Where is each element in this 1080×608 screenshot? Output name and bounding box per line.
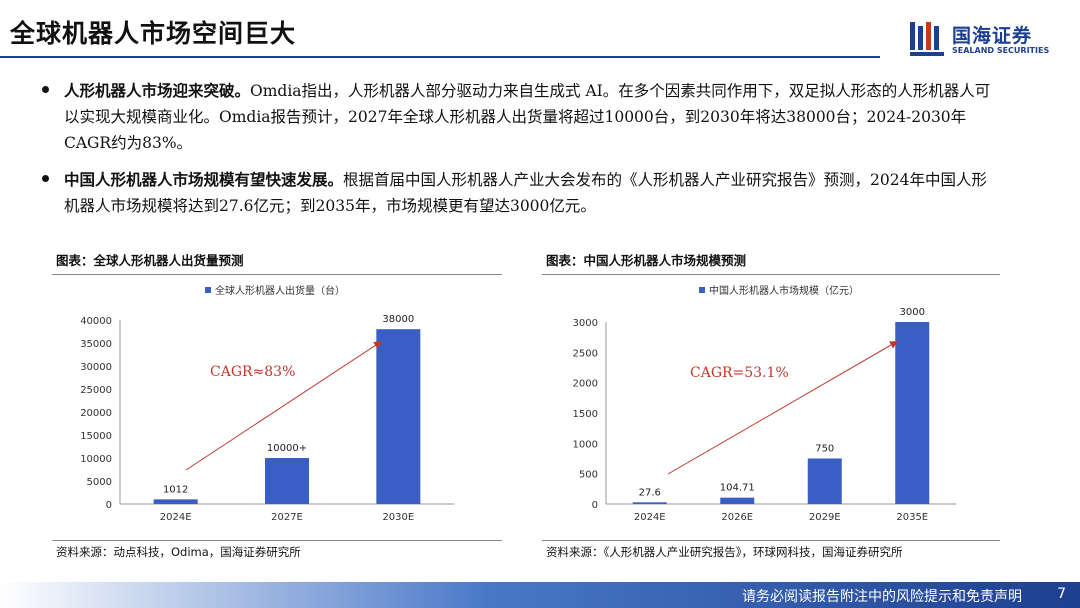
footer-disclaimer: 请务必阅读报告附注中的风险提示和免责声明 (742, 589, 1022, 605)
x-tick-label: 2026E (721, 512, 753, 523)
data-label: 27.6 (639, 487, 661, 498)
bullet-dot-icon (42, 175, 49, 182)
chart-title: 图表：中国人形机器人市场规模预测 (546, 253, 747, 268)
y-tick-label: 40000 (80, 316, 112, 327)
bar (632, 502, 667, 504)
data-label: 750 (815, 444, 834, 455)
chart-panel-china: 图表：中国人形机器人市场规模预测 中国人形机器人市场规模（亿元） 0 500 1000… (542, 244, 1000, 568)
cagr-arrow-line (185, 340, 383, 471)
bullet-dot-icon (42, 86, 49, 93)
cagr-annotation: CAGR≈83% (210, 364, 295, 380)
y-tick-label: 30000 (80, 362, 112, 373)
x-tick-label: 2035E (896, 512, 928, 523)
chart-source: 资料来源：动点科技，Odima，国海证券研究所 (56, 545, 301, 559)
bullet-item: 中国人形机器人市场规模有望快速发展。根据首届中国人形机器人产业大会发布的《人形机… (40, 167, 1000, 219)
logo-cn-text: 国海证券 (952, 25, 1033, 47)
chart-source: 资料来源：《人形机器人产业研究报告》，环球网科技，国海证券研究所 (546, 545, 903, 559)
y-tick-label: 2000 (573, 379, 598, 390)
y-tick-label: 0 (106, 500, 112, 511)
legend-swatch (205, 287, 211, 293)
x-tick-label: 2027E (271, 512, 303, 523)
x-tick-label: 2024E (634, 512, 666, 523)
china-market-chart: 中国人形机器人市场规模（亿元） 0 500 1000 1500 2000 2500 3000 2… (573, 284, 956, 523)
legend-label: 全球人形机器人出货量（台） (215, 284, 345, 297)
x-tick-label: 2030E (382, 512, 414, 523)
panel-divider (52, 540, 502, 541)
bar (895, 322, 930, 504)
y-tick-label: 3000 (573, 318, 598, 329)
legend-label: 中国人形机器人市场规模（亿元） (709, 284, 859, 297)
bar (807, 458, 842, 504)
data-label: 38000 (382, 314, 414, 325)
y-tick-label: 10000 (80, 454, 112, 465)
y-tick-label: 15000 (80, 431, 112, 442)
page-number: 7 (1057, 586, 1066, 602)
bar (720, 497, 755, 504)
bullet-lead: 人形机器人市场迎来突破。 (64, 82, 251, 100)
bar (376, 329, 421, 504)
company-logo: 国海证券 SEALAND SECURITIES (908, 20, 1068, 60)
title-divider (0, 56, 880, 58)
data-label: 3000 (900, 307, 925, 318)
y-tick-label: 0 (592, 500, 598, 511)
bullet-list: 人形机器人市场迎来突破。Omdia指出，人形机器人部分驱动力来自生成式 AI。在… (40, 78, 1000, 230)
chart-title: 图表：全球人形机器人出货量预测 (56, 253, 244, 268)
data-label: 10000+ (267, 443, 307, 454)
panel-divider (52, 274, 502, 275)
y-tick-label: 1500 (573, 409, 598, 420)
bullet-body: Omdia指出，人形机器人部分驱动力来自生成式 AI。在多个因素共同作用下，双足… (64, 82, 991, 152)
legend-swatch (699, 287, 705, 293)
bar (153, 499, 198, 504)
y-tick-label: 2500 (573, 348, 598, 359)
cagr-arrow-line (667, 340, 899, 475)
y-tick-label: 1000 (573, 439, 598, 450)
y-tick-label: 35000 (80, 339, 112, 350)
sealand-logo-icon (910, 22, 944, 56)
x-tick-label: 2024E (160, 512, 192, 523)
x-tick-label: 2029E (809, 512, 841, 523)
y-tick-label: 25000 (80, 385, 112, 396)
chart-panel-global: 图表：全球人形机器人出货量预测 全球人形机器人出货量（台） 0 5000 10000 1… (52, 244, 502, 568)
y-tick-label: 20000 (80, 408, 112, 419)
cagr-annotation: CAGR=53.1% (690, 365, 789, 381)
bullet-item: 人形机器人市场迎来突破。Omdia指出，人形机器人部分驱动力来自生成式 AI。在… (40, 78, 1000, 156)
bar (265, 458, 309, 504)
panel-divider (542, 540, 1000, 541)
cagr-arrow-head (373, 341, 382, 349)
bullet-lead: 中国人形机器人市场规模有望快速发展。 (64, 171, 344, 189)
bullet-body: 根据首届中国人形机器人产业大会发布的《人形机器人产业研究报告》预测，2024年中… (64, 171, 987, 215)
y-tick-label: 5000 (87, 477, 112, 488)
cagr-arrow-head (889, 341, 898, 349)
y-tick-label: 500 (579, 470, 598, 481)
global-shipments-chart: 全球人形机器人出货量（台） 0 5000 10000 15000 20000 25000 30… (80, 284, 454, 523)
footer-bar: 请务必阅读报告附注中的风险提示和免责声明 7 (0, 582, 1080, 608)
page-title: 全球机器人市场空间巨大 (10, 19, 297, 48)
logo-en-text: SEALAND SECURITIES (952, 46, 1050, 55)
data-label: 104.71 (720, 483, 755, 494)
data-label: 1012 (163, 484, 188, 495)
panel-divider (542, 274, 1000, 275)
